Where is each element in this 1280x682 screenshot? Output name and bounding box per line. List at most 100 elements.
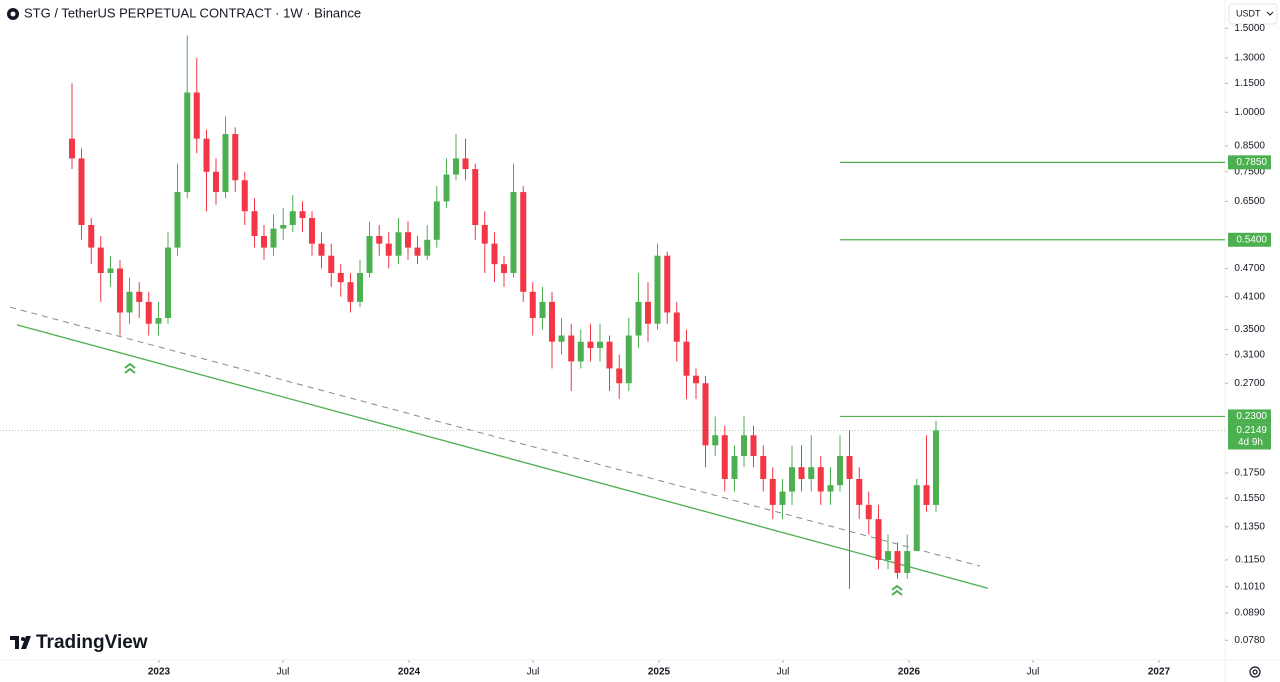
y-tick-label: 1.3000 bbox=[1234, 53, 1265, 64]
candle-body bbox=[712, 435, 719, 446]
candle-body bbox=[491, 243, 498, 265]
candle-body bbox=[251, 211, 258, 236]
y-tick-label: 0.7500 bbox=[1234, 166, 1265, 177]
candle-body bbox=[433, 201, 440, 240]
candle-body bbox=[769, 478, 776, 505]
candle-body bbox=[664, 255, 671, 313]
x-tick-label: Jul bbox=[527, 667, 540, 678]
y-tick-label: 0.0780 bbox=[1234, 635, 1265, 646]
countdown-label: 4d 9h bbox=[1238, 437, 1263, 448]
y-tick-label: 1.5000 bbox=[1234, 23, 1265, 34]
candle-body bbox=[424, 239, 431, 256]
candle-body bbox=[587, 341, 594, 349]
y-tick-label: 0.1150 bbox=[1235, 555, 1265, 566]
candle-body bbox=[913, 485, 920, 552]
y-tick-label: 0.8500 bbox=[1234, 141, 1265, 152]
candle-body bbox=[673, 312, 680, 342]
candle-body bbox=[798, 467, 805, 479]
signal-arrow bbox=[124, 362, 903, 596]
candle-body bbox=[577, 341, 584, 362]
trendline bbox=[16, 324, 989, 589]
candle-body bbox=[261, 235, 267, 248]
settings-icon[interactable] bbox=[1249, 666, 1261, 678]
candle-body bbox=[837, 455, 843, 486]
candle-body bbox=[347, 282, 354, 302]
candle-body bbox=[693, 375, 699, 384]
x-tick-label: 2027 bbox=[1148, 667, 1171, 678]
candle-body bbox=[174, 192, 181, 248]
candle-body bbox=[155, 318, 162, 324]
candle-body bbox=[529, 291, 536, 319]
candle-body bbox=[568, 335, 575, 362]
y-tick-label: 0.1550 bbox=[1234, 493, 1265, 504]
y-tick-label: 0.3100 bbox=[1234, 349, 1265, 360]
candle-body bbox=[126, 291, 133, 313]
candle-body bbox=[462, 158, 469, 170]
candle-body bbox=[846, 455, 853, 479]
currency-button[interactable]: USDT bbox=[1228, 3, 1278, 25]
trendline bbox=[9, 306, 981, 567]
candle-body bbox=[184, 92, 191, 193]
level-label: 0.2300 bbox=[1236, 411, 1267, 422]
candle-body bbox=[904, 551, 911, 573]
candle-body bbox=[117, 268, 123, 313]
candle-body bbox=[625, 335, 632, 384]
candle-body bbox=[597, 341, 603, 349]
candle-body bbox=[193, 92, 200, 139]
currency-label[interactable]: USDT bbox=[1236, 8, 1261, 18]
candle-body bbox=[827, 485, 834, 492]
candle-body bbox=[481, 224, 488, 244]
candle-body bbox=[337, 272, 344, 283]
candle-body bbox=[558, 335, 565, 342]
candle-body bbox=[875, 519, 882, 560]
candle-body bbox=[885, 551, 891, 560]
candle-body bbox=[88, 224, 95, 248]
candle-body bbox=[280, 224, 287, 229]
y-tick-label: 0.4700 bbox=[1234, 263, 1265, 274]
x-tick-label: 2025 bbox=[648, 667, 671, 678]
candle-body bbox=[78, 158, 85, 225]
candle-body bbox=[865, 504, 872, 520]
candle-body bbox=[309, 217, 315, 244]
candle-body bbox=[395, 232, 402, 256]
candle-body bbox=[270, 228, 277, 248]
candle-body bbox=[923, 485, 930, 505]
candle-body bbox=[328, 255, 335, 273]
candle-body bbox=[299, 211, 306, 218]
level-label-box bbox=[1228, 232, 1271, 247]
candle-body bbox=[501, 264, 507, 273]
tradingview-logo bbox=[10, 636, 31, 649]
candle-body bbox=[232, 134, 239, 181]
last-price-label: 0.2149 bbox=[1236, 425, 1267, 436]
candle-body bbox=[817, 467, 824, 492]
candle-body bbox=[635, 301, 642, 336]
brand-name: TradingView bbox=[36, 632, 148, 653]
y-tick-label: 0.0890 bbox=[1234, 608, 1265, 619]
candle-body bbox=[385, 243, 392, 256]
x-tick-label: 2024 bbox=[398, 667, 421, 678]
candle-body bbox=[222, 134, 229, 193]
candle-body bbox=[97, 247, 104, 273]
candle-body bbox=[894, 551, 901, 573]
candle-body bbox=[357, 272, 363, 302]
candle-body bbox=[654, 255, 661, 324]
candle-body bbox=[318, 243, 325, 256]
x-tick-label: Jul bbox=[277, 667, 290, 678]
candle-body bbox=[405, 232, 411, 248]
candle-body bbox=[741, 435, 747, 456]
candle-body bbox=[760, 455, 767, 479]
candle-body bbox=[856, 478, 863, 505]
y-tick-label: 1.1500 bbox=[1234, 78, 1265, 89]
candle-body bbox=[616, 368, 623, 384]
y-tick-label: 0.4100 bbox=[1234, 291, 1265, 302]
candle-body bbox=[414, 247, 421, 256]
candle-body bbox=[165, 247, 171, 319]
candle-body bbox=[731, 455, 738, 479]
x-tick-label: 2026 bbox=[898, 667, 921, 678]
candle-body bbox=[453, 158, 459, 175]
candle-body bbox=[241, 180, 248, 212]
candles bbox=[69, 35, 939, 589]
candle-body bbox=[789, 467, 795, 492]
candle-body bbox=[721, 435, 728, 479]
